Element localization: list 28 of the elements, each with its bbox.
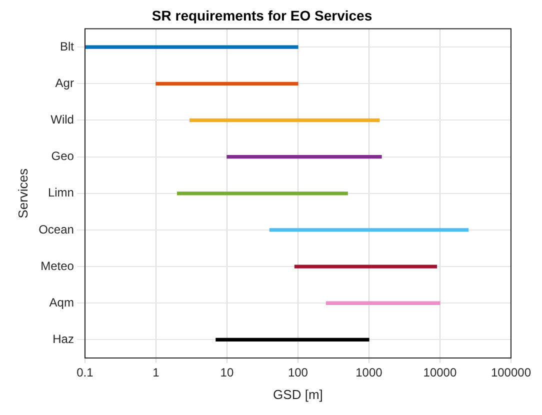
y-axis-title: Services (15, 168, 30, 218)
x-tick-label: 10000 (423, 366, 457, 380)
x-tick-label: 1000 (356, 366, 383, 380)
bar (84, 45, 298, 49)
bar (226, 154, 382, 159)
x-axis-title: GSD [m] (273, 386, 323, 402)
y-tick-label: Blt (60, 39, 75, 54)
bar (216, 338, 370, 342)
x-tick-label: 1 (152, 366, 160, 380)
y-tick-label: Wild (50, 112, 74, 127)
y-tick-label: Agr (55, 76, 74, 90)
y-tick-label: Meteo (40, 258, 74, 273)
y-tick-label: Haz (52, 332, 74, 346)
x-tick-label: 100 (288, 366, 308, 380)
x-tick-label: 100000 (490, 366, 532, 380)
bar (177, 192, 348, 196)
y-tick-label: Geo (51, 149, 74, 164)
x-tick-label: 0.1 (76, 366, 94, 380)
y-tick-label: Ocean (38, 222, 74, 236)
bar (190, 118, 380, 122)
x-tick-label: 10 (220, 366, 234, 380)
chart-title: SR requirements for EO Services (152, 7, 372, 24)
bar (294, 264, 438, 268)
y-tick-label: Aqm (49, 295, 74, 310)
y-tick-label: Limn (48, 186, 74, 200)
bar (156, 82, 298, 86)
bar (326, 301, 440, 305)
bar (269, 228, 469, 232)
